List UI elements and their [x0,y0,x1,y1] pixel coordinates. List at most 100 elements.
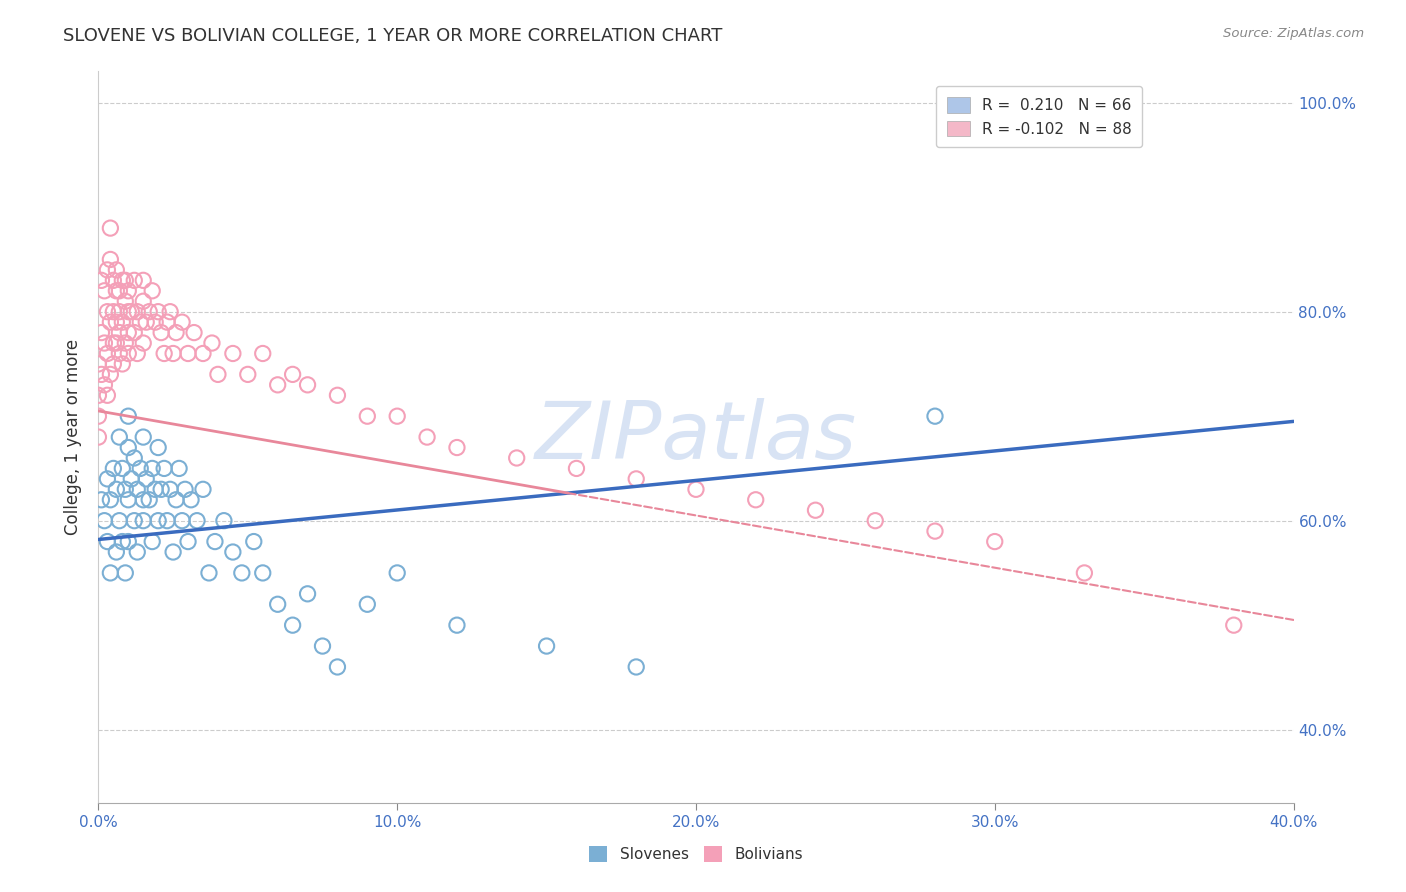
Point [117,284,139,298]
Point [172,514,194,528]
Point [1073,566,1095,580]
Point [138,492,160,507]
Point [127,304,149,318]
Point [191,483,214,497]
Point [311,639,333,653]
Point [117,346,139,360]
Point [103,357,125,371]
Point [117,409,139,424]
Point [143,315,166,329]
Point [132,294,155,309]
Point [153,461,176,475]
Point [105,315,128,329]
Point [924,409,946,424]
Point [96,534,118,549]
Point [685,483,707,497]
Point [103,336,125,351]
Point [159,483,181,497]
Point [96,346,118,360]
Point [150,483,173,497]
Point [252,346,274,360]
Point [153,346,176,360]
Point [90,492,112,507]
Point [243,534,266,549]
Point [111,534,134,549]
Point [138,304,160,318]
Point [87,357,110,371]
Point [90,273,112,287]
Point [103,461,125,475]
Point [120,472,142,486]
Point [416,430,439,444]
Point [105,483,128,497]
Point [87,409,110,424]
Point [117,534,139,549]
Point [127,483,149,497]
Point [222,545,245,559]
Point [162,346,184,360]
Point [96,263,118,277]
Legend: Slovenes, Bolivians: Slovenes, Bolivians [583,840,808,868]
Point [172,315,194,329]
Point [98,566,122,580]
Point [385,566,409,580]
Text: SLOVENE VS BOLIVIAN COLLEGE, 1 YEAR OR MORE CORRELATION CHART: SLOVENE VS BOLIVIAN COLLEGE, 1 YEAR OR M… [63,27,723,45]
Point [124,450,146,465]
Point [105,263,128,277]
Point [506,450,529,465]
Point [177,534,200,549]
Point [180,492,202,507]
Point [132,492,155,507]
Point [984,534,1007,549]
Point [105,545,128,559]
Point [148,514,170,528]
Point [105,336,128,351]
Text: Source: ZipAtlas.com: Source: ZipAtlas.com [1223,27,1364,40]
Point [124,514,146,528]
Point [132,336,155,351]
Point [124,273,146,287]
Point [236,368,259,382]
Point [96,388,118,402]
Point [120,304,142,318]
Point [177,346,200,360]
Point [222,346,245,360]
Point [565,461,588,475]
Point [108,430,131,444]
Point [356,409,378,424]
Point [108,326,131,340]
Point [114,483,136,497]
Point [108,346,131,360]
Point [297,377,319,392]
Point [745,492,768,507]
Point [87,430,110,444]
Point [198,566,221,580]
Point [162,545,184,559]
Point [207,368,229,382]
Point [204,534,226,549]
Point [326,660,349,674]
Point [924,524,946,538]
Point [148,441,170,455]
Point [174,483,197,497]
Point [87,388,110,402]
Point [117,304,139,318]
Point [201,336,224,351]
Y-axis label: College, 1 year or more: College, 1 year or more [65,339,83,535]
Point [103,273,125,287]
Point [96,304,118,318]
Point [252,566,274,580]
Point [132,273,155,287]
Point [93,377,115,392]
Point [626,472,648,486]
Point [132,430,155,444]
Point [129,315,152,329]
Point [117,492,139,507]
Point [135,472,157,486]
Point [143,483,166,497]
Point [111,461,134,475]
Point [186,514,208,528]
Point [446,441,468,455]
Point [231,566,253,580]
Point [98,315,122,329]
